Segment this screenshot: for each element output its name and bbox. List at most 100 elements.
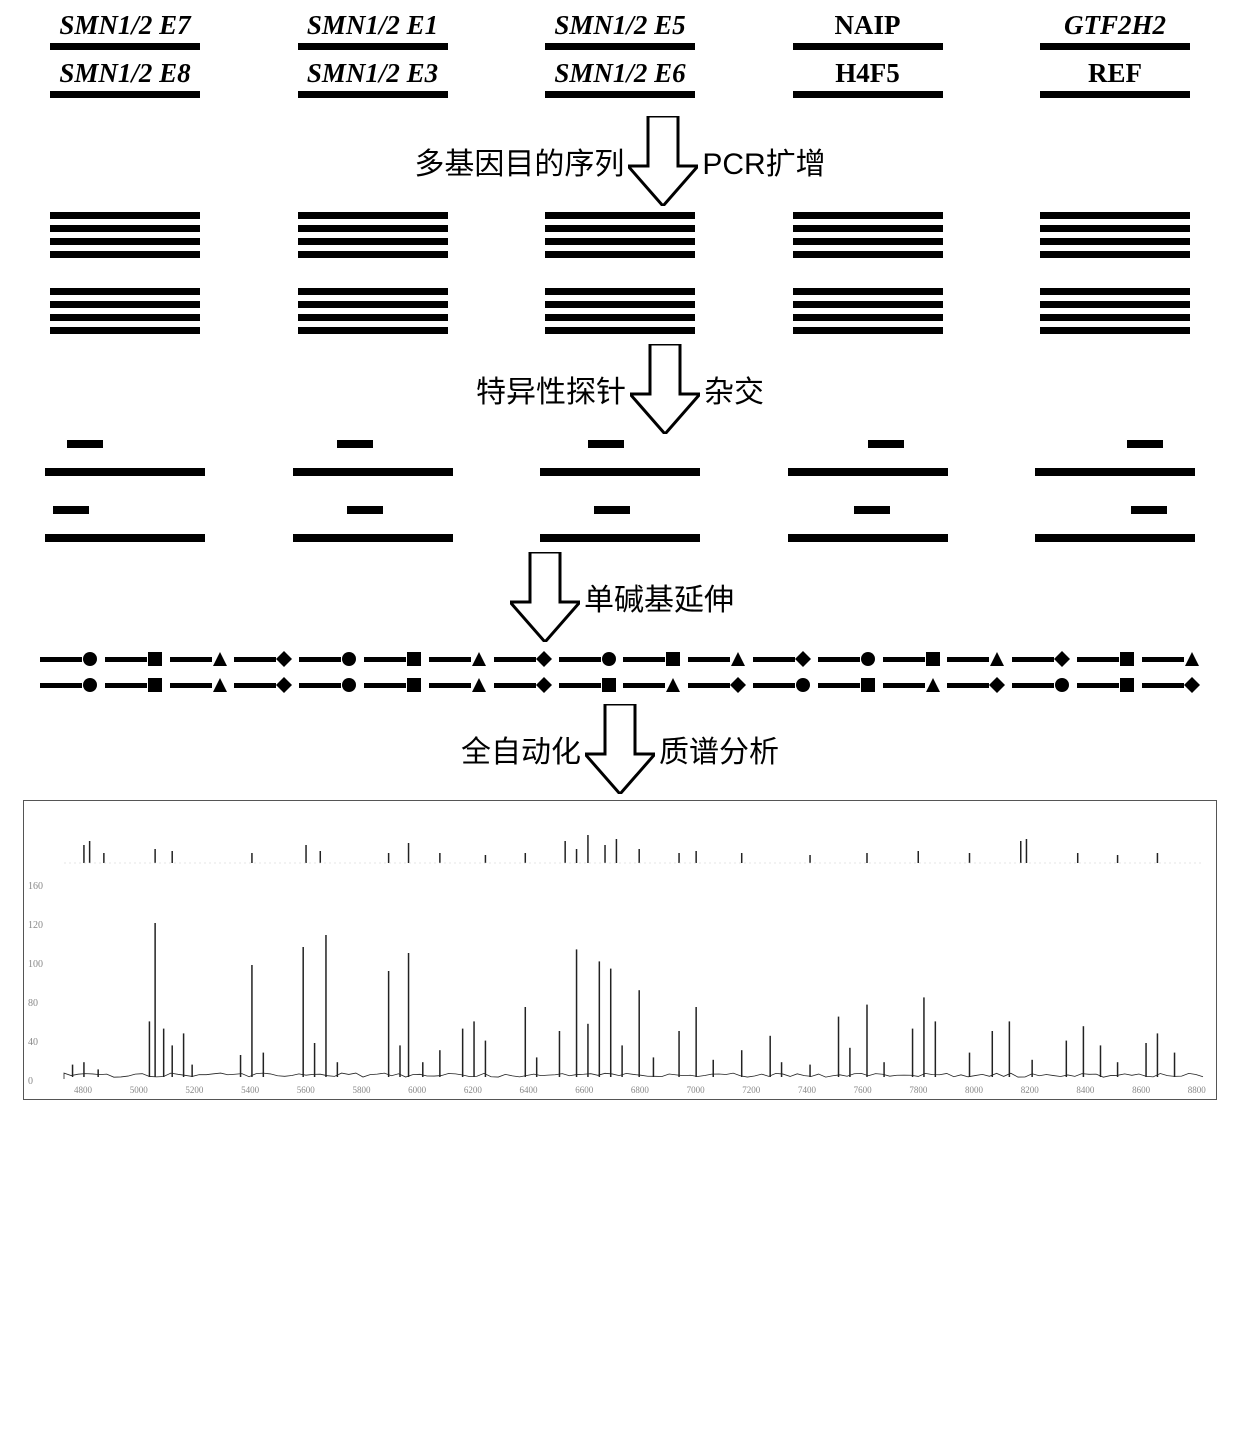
arrow4-right-label: 质谱分析: [659, 727, 779, 771]
arrow3-right-label: 单碱基延伸: [584, 575, 734, 619]
gene-label: H4F5: [835, 58, 900, 89]
probe-set: [1035, 506, 1195, 542]
gene-label: SMN1/2 E6: [554, 58, 685, 89]
stage3-probes: [10, 440, 1230, 542]
probe-short: [67, 440, 103, 448]
amplified-line: [793, 288, 943, 295]
amplified-line: [298, 251, 448, 258]
amplified-column: [40, 212, 210, 334]
probe-long: [293, 468, 453, 476]
probe-set: [788, 440, 948, 476]
extension-marker-diamond: [494, 676, 552, 694]
probe-set: [293, 506, 453, 542]
extension-marker-square: [1077, 676, 1135, 694]
extension-marker-triangle: [623, 676, 681, 694]
amplified-group: [50, 288, 200, 334]
gene-label: NAIP: [835, 10, 901, 41]
probe-short: [1131, 506, 1167, 514]
amplified-line: [50, 288, 200, 295]
extension-marker-square: [818, 676, 876, 694]
amplified-line: [545, 288, 695, 295]
amplified-line: [298, 288, 448, 295]
amplified-line: [50, 251, 200, 258]
extension-marker-square: [559, 676, 617, 694]
amplified-group: [545, 288, 695, 334]
amplified-group: [298, 288, 448, 334]
extension-row: [10, 676, 1230, 694]
probe-long: [45, 534, 205, 542]
down-arrow-icon: [630, 344, 700, 434]
amplified-group: [1040, 212, 1190, 258]
extension-marker-square: [105, 650, 163, 668]
arrow2-left-label: 特异性探针: [476, 367, 626, 411]
extension-marker-circle: [40, 676, 98, 694]
probe-long: [1035, 468, 1195, 476]
extension-marker-circle: [818, 650, 876, 668]
amplified-column: [1030, 212, 1200, 334]
extension-marker-triangle: [170, 676, 228, 694]
arrow4-left-label: 全自动化: [461, 727, 581, 771]
amplified-line: [545, 301, 695, 308]
extension-marker-diamond: [234, 650, 292, 668]
amplified-line: [50, 225, 200, 232]
extension-marker-diamond: [494, 650, 552, 668]
probe-set: [540, 506, 700, 542]
extension-marker-triangle: [170, 650, 228, 668]
probe-set: [540, 440, 700, 476]
amplified-line: [793, 327, 943, 334]
gene-label: SMN1/2 E3: [307, 58, 438, 89]
amplified-line: [793, 238, 943, 245]
stage4-extension: [10, 650, 1230, 694]
amplified-column: [535, 212, 705, 334]
gene-underline: [545, 91, 695, 98]
extension-marker-square: [883, 650, 941, 668]
amplified-line: [1040, 212, 1190, 219]
amplified-group: [1040, 288, 1190, 334]
gene-underline: [50, 91, 200, 98]
extension-marker-square: [1077, 650, 1135, 668]
spectrum-x-axis: 4800500052005400560058006000620064006600…: [74, 1085, 1206, 1095]
gene-underline: [1040, 43, 1190, 50]
extension-marker-triangle: [1142, 650, 1200, 668]
extension-marker-circle: [559, 650, 617, 668]
amplified-line: [545, 238, 695, 245]
arrow-step4: 全自动化 质谱分析: [10, 704, 1230, 794]
probe-long: [788, 468, 948, 476]
amplified-line: [50, 212, 200, 219]
amplified-line: [1040, 327, 1190, 334]
amplified-line: [298, 314, 448, 321]
extension-marker-square: [364, 650, 422, 668]
amplified-group: [793, 212, 943, 258]
probe-long: [45, 468, 205, 476]
extension-marker-square: [623, 650, 681, 668]
down-arrow-icon: [585, 704, 655, 794]
amplified-line: [50, 327, 200, 334]
gene-underline: [793, 91, 943, 98]
probe-set: [293, 440, 453, 476]
down-arrow-icon: [510, 552, 580, 642]
arrow1-left-label: 多基因目的序列: [414, 139, 624, 183]
gene-underline: [545, 43, 695, 50]
extension-marker-triangle: [947, 650, 1005, 668]
amplified-line: [298, 212, 448, 219]
extension-marker-diamond: [234, 676, 292, 694]
amplified-group: [545, 212, 695, 258]
amplified-line: [298, 238, 448, 245]
extension-marker-triangle: [429, 650, 487, 668]
probe-column: [783, 440, 953, 542]
probe-short: [53, 506, 89, 514]
mass-spectrum-panel: 16012010080400 4800500052005400560058006…: [23, 800, 1217, 1100]
probe-set: [1035, 440, 1195, 476]
gene-label: SMN1/2 E5: [554, 10, 685, 41]
probe-long: [1035, 534, 1195, 542]
probe-short: [854, 506, 890, 514]
gene-label: SMN1/2 E7: [59, 10, 190, 41]
amplified-line: [793, 212, 943, 219]
probe-column: [535, 440, 705, 542]
probe-short: [347, 506, 383, 514]
amplified-line: [298, 225, 448, 232]
amplified-column: [288, 212, 458, 334]
amplified-line: [298, 301, 448, 308]
amplified-line: [298, 327, 448, 334]
extension-marker-diamond: [1142, 676, 1200, 694]
